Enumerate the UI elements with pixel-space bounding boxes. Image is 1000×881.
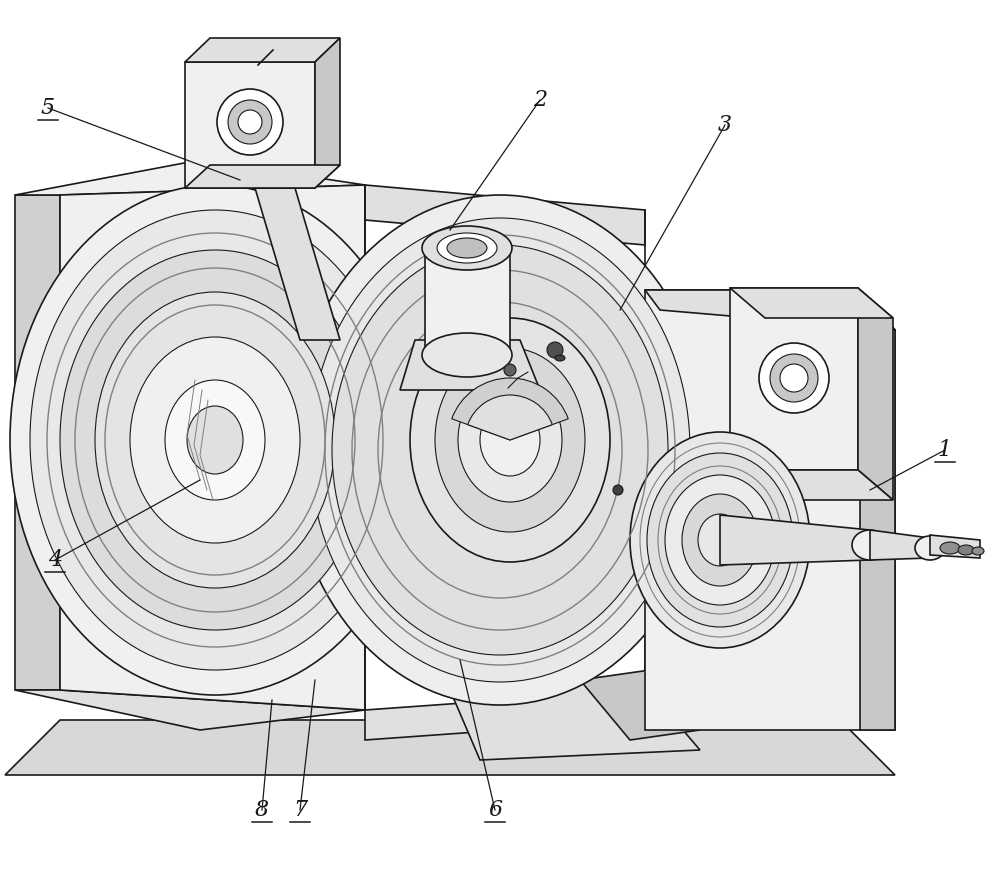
Polygon shape xyxy=(15,160,365,195)
Polygon shape xyxy=(5,720,895,775)
Polygon shape xyxy=(870,530,930,560)
Ellipse shape xyxy=(187,406,243,474)
Ellipse shape xyxy=(940,542,960,554)
Ellipse shape xyxy=(165,380,265,500)
Ellipse shape xyxy=(130,337,300,543)
Ellipse shape xyxy=(915,536,945,560)
Ellipse shape xyxy=(972,547,984,555)
Polygon shape xyxy=(425,248,510,355)
Polygon shape xyxy=(720,515,870,565)
Polygon shape xyxy=(185,62,315,188)
Polygon shape xyxy=(185,38,340,62)
Ellipse shape xyxy=(665,475,775,605)
Ellipse shape xyxy=(447,238,487,258)
Polygon shape xyxy=(365,185,645,245)
Ellipse shape xyxy=(422,226,512,270)
Polygon shape xyxy=(60,185,365,710)
Ellipse shape xyxy=(435,348,585,532)
Ellipse shape xyxy=(547,342,563,358)
Wedge shape xyxy=(468,395,552,440)
Text: 2: 2 xyxy=(533,89,547,111)
Polygon shape xyxy=(730,288,858,470)
Text: 6: 6 xyxy=(488,799,502,821)
Ellipse shape xyxy=(228,100,272,144)
Ellipse shape xyxy=(480,404,540,476)
Text: 4: 4 xyxy=(48,549,62,571)
Ellipse shape xyxy=(958,545,974,555)
Ellipse shape xyxy=(310,218,690,682)
Polygon shape xyxy=(930,535,980,558)
Ellipse shape xyxy=(555,355,565,361)
Polygon shape xyxy=(315,38,340,188)
Ellipse shape xyxy=(780,364,808,392)
Ellipse shape xyxy=(504,364,516,376)
Ellipse shape xyxy=(332,245,668,655)
Polygon shape xyxy=(645,290,895,330)
Ellipse shape xyxy=(613,485,623,495)
Polygon shape xyxy=(15,690,365,730)
Ellipse shape xyxy=(770,354,818,402)
Polygon shape xyxy=(860,290,895,730)
Polygon shape xyxy=(15,195,60,690)
Ellipse shape xyxy=(410,318,610,562)
Polygon shape xyxy=(645,290,895,730)
Text: 7: 7 xyxy=(293,799,307,821)
Polygon shape xyxy=(580,670,700,740)
Ellipse shape xyxy=(647,453,793,627)
Wedge shape xyxy=(452,378,568,440)
Polygon shape xyxy=(858,288,893,500)
Text: 1: 1 xyxy=(938,439,952,461)
Ellipse shape xyxy=(852,530,888,560)
Ellipse shape xyxy=(10,185,420,695)
Text: 3: 3 xyxy=(718,114,732,136)
Ellipse shape xyxy=(422,333,512,377)
Text: 8: 8 xyxy=(255,799,269,821)
Ellipse shape xyxy=(630,432,810,648)
Ellipse shape xyxy=(458,378,562,502)
Ellipse shape xyxy=(217,89,283,155)
Polygon shape xyxy=(400,340,540,390)
Ellipse shape xyxy=(95,292,335,588)
Polygon shape xyxy=(730,470,893,500)
Polygon shape xyxy=(255,188,340,340)
Polygon shape xyxy=(365,690,645,740)
Ellipse shape xyxy=(30,210,400,670)
Ellipse shape xyxy=(238,110,262,134)
Ellipse shape xyxy=(60,250,370,630)
Ellipse shape xyxy=(682,494,758,586)
Ellipse shape xyxy=(437,233,497,263)
Polygon shape xyxy=(185,165,340,188)
Ellipse shape xyxy=(759,343,829,413)
Ellipse shape xyxy=(290,195,710,705)
Polygon shape xyxy=(450,680,700,760)
Ellipse shape xyxy=(698,514,742,566)
Text: 5: 5 xyxy=(41,97,55,119)
Polygon shape xyxy=(730,288,893,318)
